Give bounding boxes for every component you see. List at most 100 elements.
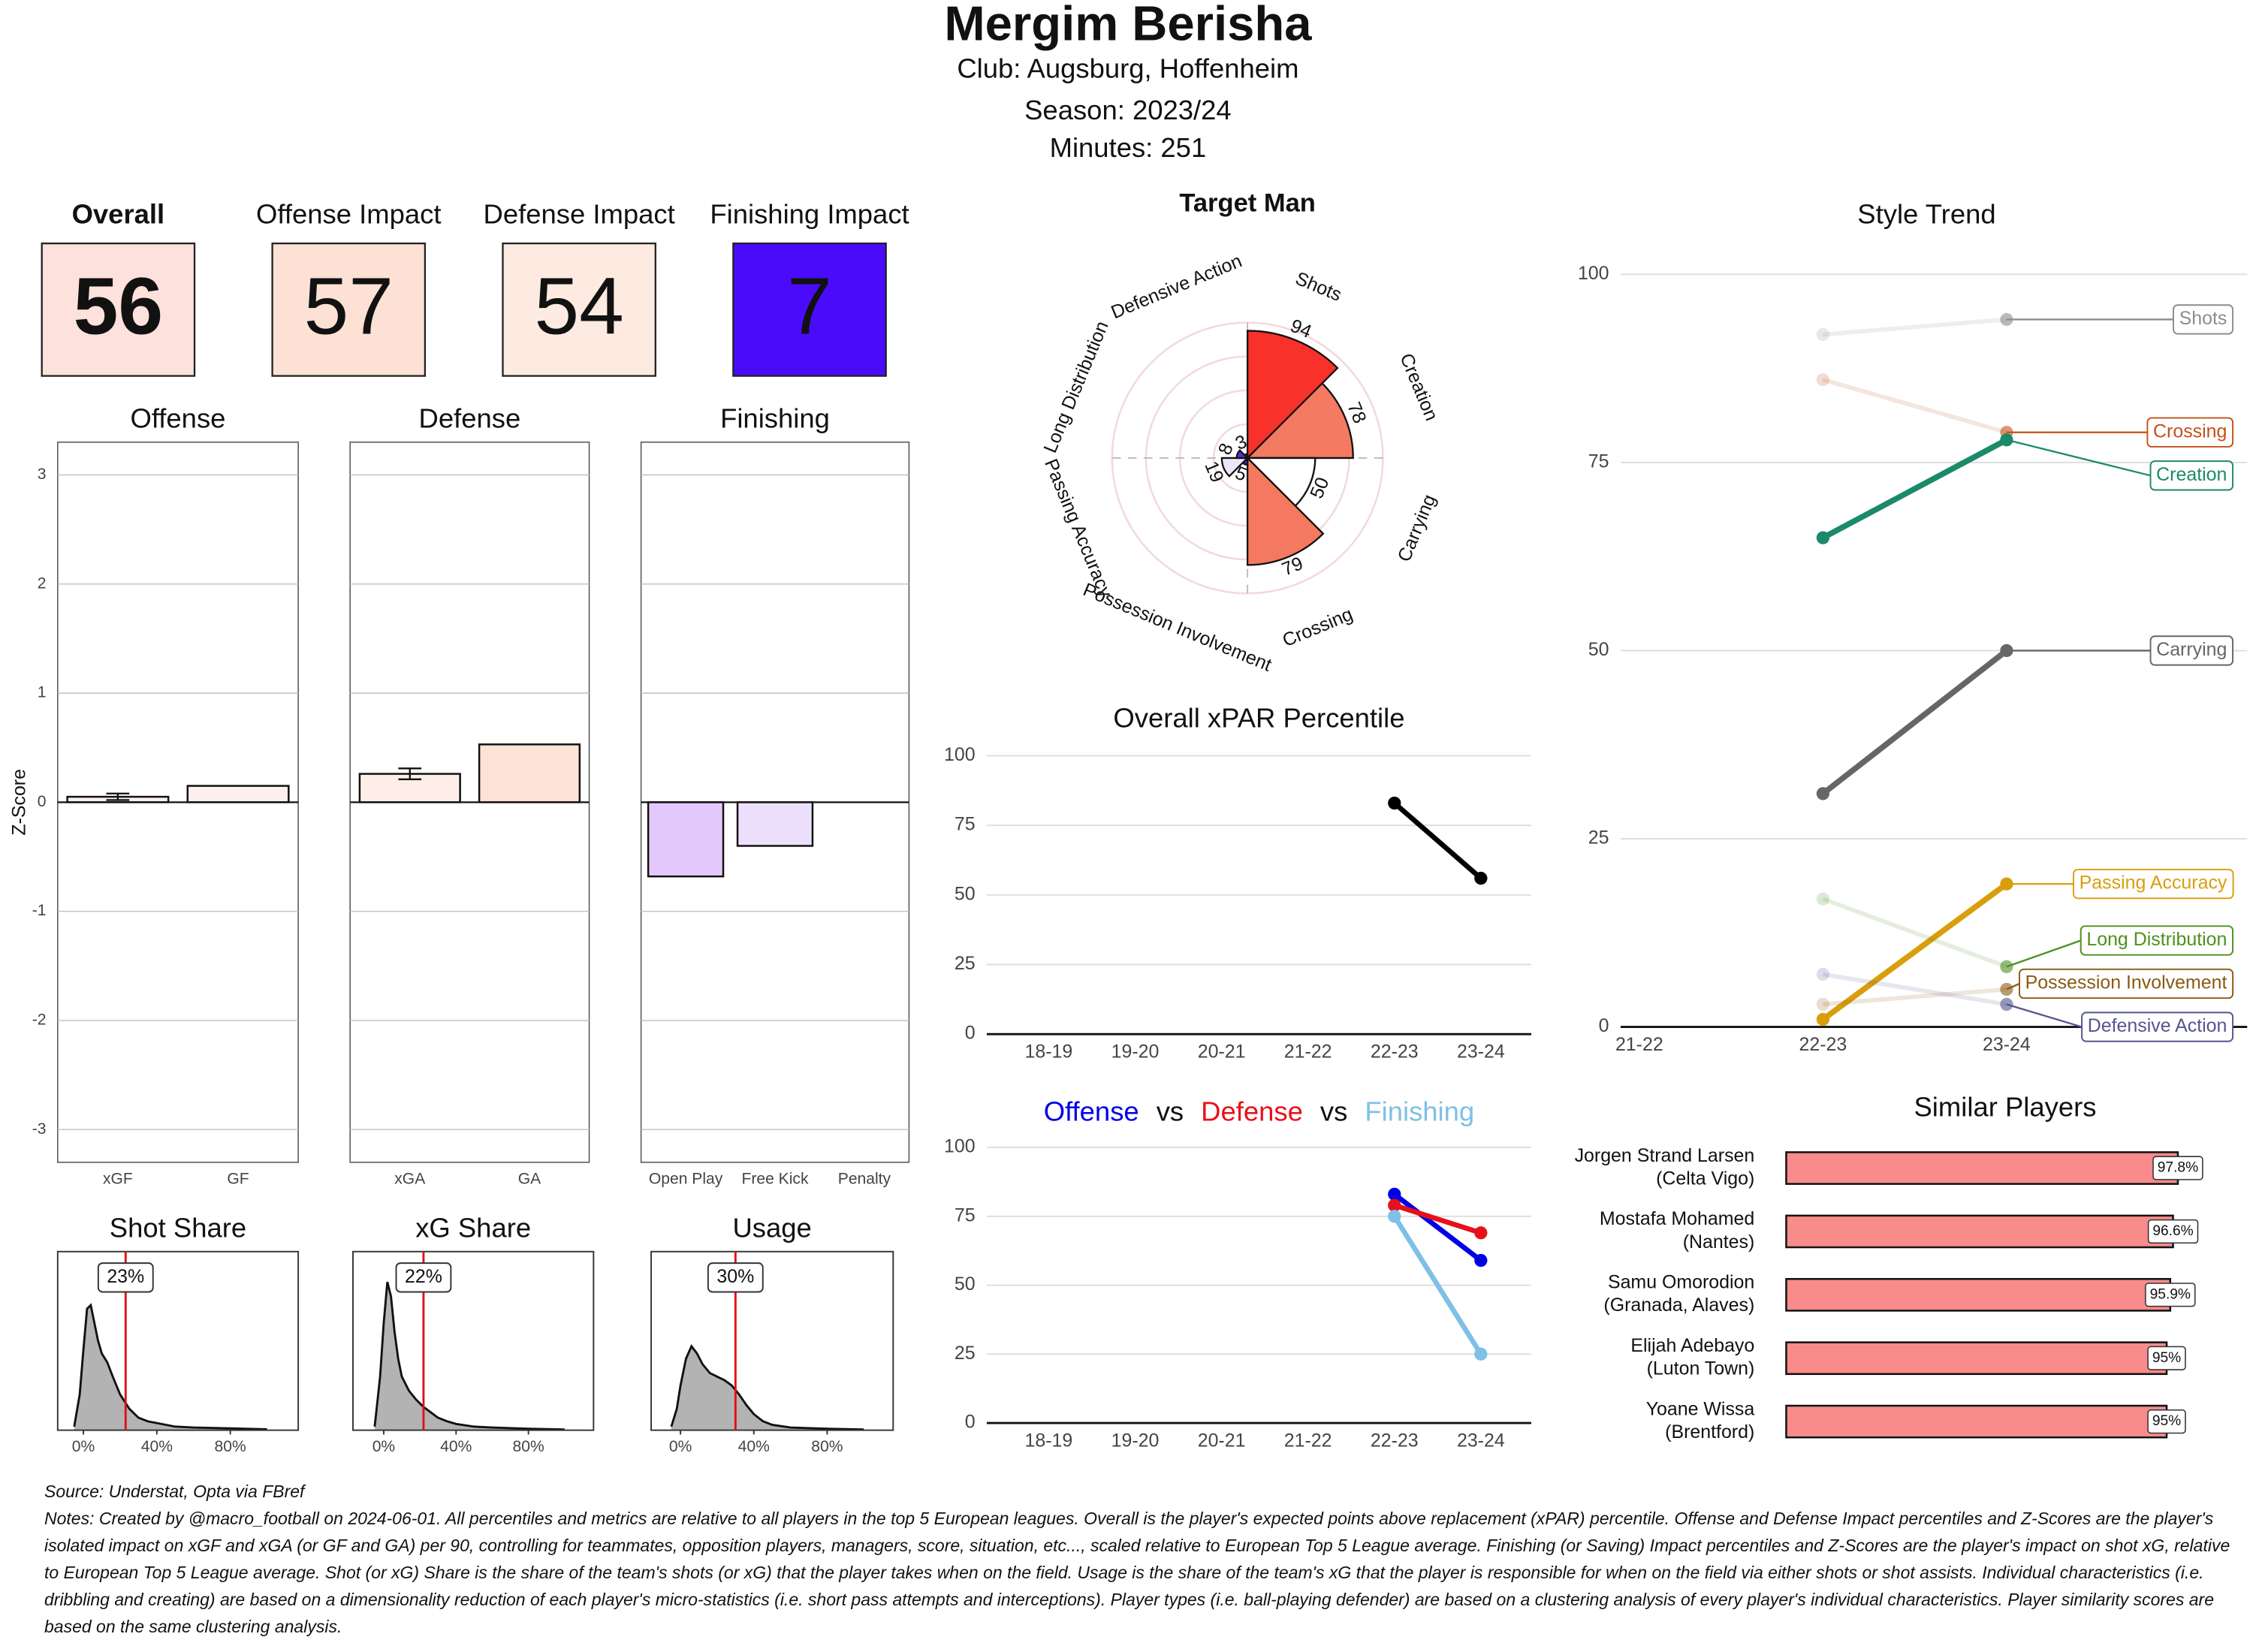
bar [736, 801, 814, 847]
score-label: Offense Impact [256, 198, 441, 229]
chart-title: Offense vs Defense vs Finishing [1044, 1096, 1474, 1126]
density-area [671, 1346, 864, 1430]
series-line [1393, 1202, 1482, 1235]
series-point [1388, 796, 1401, 810]
y-tick-label: 100 [944, 1136, 976, 1157]
score-value: 56 [74, 261, 163, 351]
x-tick-label: Penalty [838, 1170, 891, 1187]
panel-title: Usage [732, 1213, 811, 1244]
club: Club: Augsburg, Hoffenheim [957, 53, 1298, 84]
y-tick-label: 50 [955, 883, 976, 904]
score-label: Finishing Impact [710, 198, 909, 229]
y-tick-label: 0 [965, 1412, 976, 1433]
legend-entry: Passing Accuracy [2080, 873, 2227, 894]
density-area [74, 1305, 267, 1430]
density-line [73, 1303, 267, 1430]
y-tick-label: 2 [38, 574, 47, 592]
series-line [1821, 882, 2009, 1022]
x-tick-label: 0% [669, 1438, 692, 1455]
series-line [1392, 1214, 1483, 1356]
legend-entry: Possession Involvement [2025, 972, 2227, 993]
legend-entry: Carrying [2156, 639, 2227, 660]
score-value: 7 [787, 261, 832, 351]
player-name: Yoane Wissa [1646, 1398, 1755, 1419]
x-tick-label: xGF [103, 1170, 133, 1187]
chart-title: Similar Players [1914, 1092, 2097, 1123]
y-tick-label: 50 [1588, 639, 1609, 660]
x-tick-label: 0% [72, 1438, 95, 1455]
y-tick-label: -3 [32, 1120, 47, 1138]
x-tick-label: 21-22 [1284, 1430, 1332, 1452]
x-tick-label: 18-19 [1025, 1042, 1073, 1063]
series-line [1823, 317, 2007, 337]
series-point [1816, 787, 1830, 800]
x-tick-label: 19-20 [1111, 1430, 1160, 1452]
player-name: Jorgen Strand Larsen [1575, 1145, 1755, 1166]
polar-bar [1246, 456, 1325, 566]
x-tick-label: 22-23 [1371, 1430, 1419, 1452]
y-tick-label: -2 [32, 1011, 47, 1029]
marker-label: 30% [716, 1266, 754, 1287]
player-club: (Nantes) [1683, 1231, 1755, 1253]
series-line [1823, 987, 2007, 1007]
polar-bar [1245, 457, 1317, 508]
y-tick-label: 25 [955, 1343, 976, 1364]
value-label: 95.9% [2150, 1286, 2191, 1302]
series-point [1816, 531, 1830, 544]
x-tick-label: 80% [811, 1438, 843, 1455]
score-box [41, 242, 196, 377]
chart-title: Style Trend [1857, 198, 1995, 229]
y-tick-label: 75 [1588, 451, 1609, 472]
legend-entry: Creation [2156, 464, 2227, 485]
x-tick-label: GF [227, 1170, 249, 1187]
legend-entry: Defensive Action [2088, 1015, 2227, 1036]
bar [1785, 1151, 2179, 1185]
score-label: Overall [72, 198, 165, 229]
y-tick-label: 75 [955, 814, 976, 835]
series-point [1816, 967, 1830, 981]
series-point [1816, 372, 1830, 387]
y-tick-label: -1 [32, 902, 47, 919]
bar [1785, 1341, 2168, 1376]
y-tick-label: 0 [38, 793, 47, 810]
player-club: (Brentford) [1665, 1421, 1754, 1442]
score-value: 57 [304, 261, 394, 351]
marker-label-box [707, 1262, 764, 1293]
x-tick-label: 23-24 [1983, 1034, 2031, 1055]
panel-title: xG Share [415, 1213, 531, 1244]
density-line [373, 1281, 565, 1431]
series-line [1392, 800, 1483, 881]
category-label: Passing Accuracy [1040, 456, 1116, 601]
legend-leader [2006, 939, 2082, 968]
bar [186, 785, 290, 803]
legend-entry: Shots [2179, 308, 2227, 329]
x-tick-label: Free Kick [741, 1170, 808, 1187]
score-box [271, 242, 427, 377]
polar-bar [1245, 381, 1354, 460]
score-label: Defense Impact [484, 198, 675, 229]
series-point [1816, 997, 1830, 1011]
category-label: Carrying [1394, 491, 1440, 565]
density-area [374, 1282, 565, 1430]
series-point [1474, 1226, 1488, 1240]
value-label-box [2147, 1219, 2199, 1244]
value-label: 96.6% [2152, 1223, 2193, 1239]
bar [478, 743, 581, 803]
legend-entry: Finishing [1365, 1096, 1474, 1126]
source: Source: Understat, Opta via FBref [44, 1482, 305, 1501]
x-tick-label: 40% [738, 1438, 770, 1455]
x-tick-label: 23-24 [1457, 1430, 1505, 1452]
x-tick-label: 40% [141, 1438, 173, 1455]
polar-bar [1243, 453, 1249, 460]
series-line [1822, 897, 2007, 969]
legend-leader [2006, 1003, 2083, 1028]
panel-frame [650, 1250, 894, 1431]
bar [1785, 1277, 2172, 1312]
series-line [1822, 377, 2007, 435]
value-label-box [2147, 1346, 2186, 1370]
minutes: Minutes: 251 [1050, 132, 1207, 163]
series-point [1388, 1187, 1401, 1201]
category-label: Creation [1395, 351, 1442, 424]
